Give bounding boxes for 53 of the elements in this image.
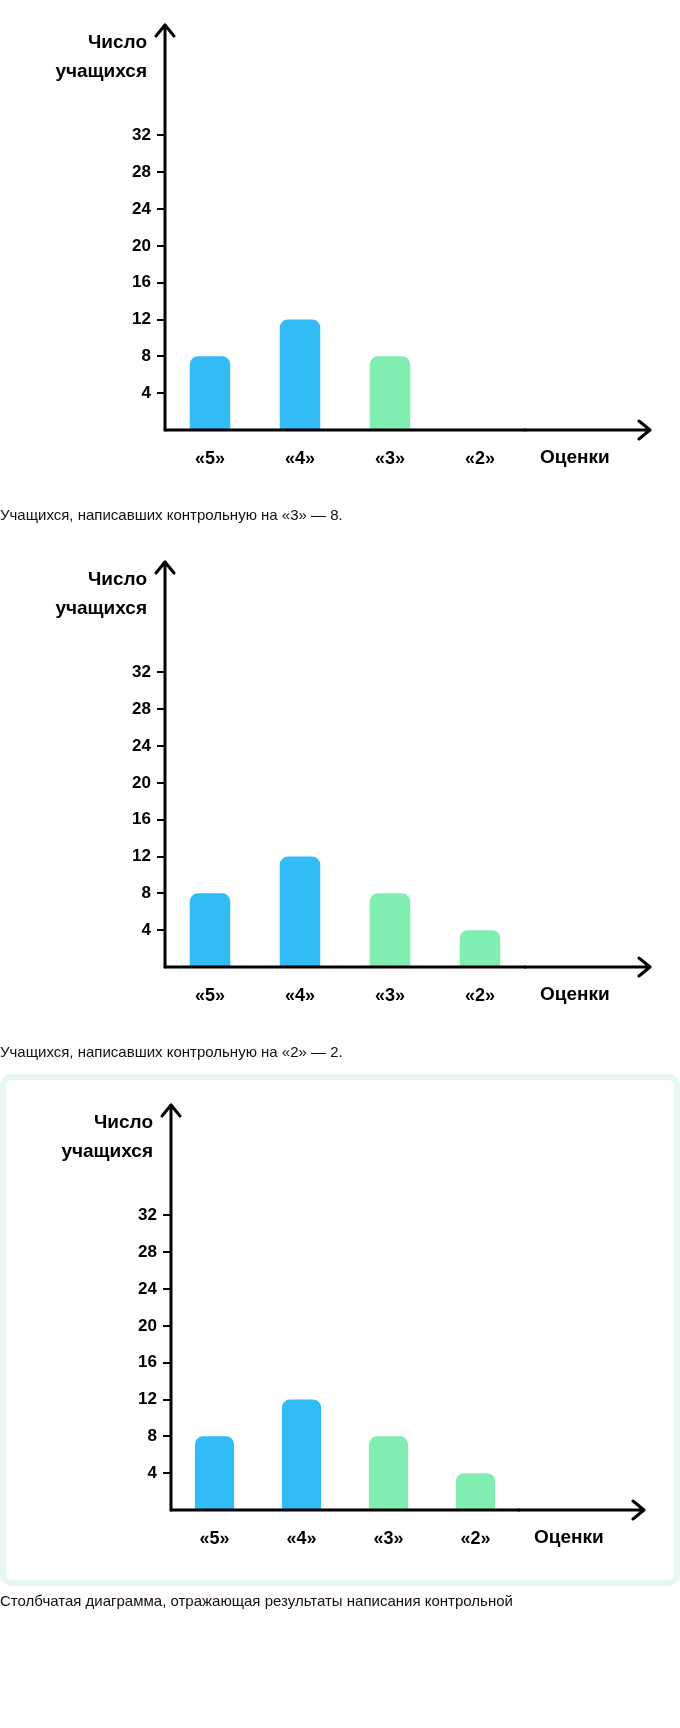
y-tick-label: 16 — [132, 809, 151, 829]
x-tick-label: «4» — [284, 984, 316, 1005]
y-tick-label: 32 — [132, 662, 151, 682]
x-tick-label: «3» — [373, 1527, 404, 1548]
y-tick-label: 28 — [132, 161, 151, 181]
bar — [279, 856, 321, 967]
y-tick-label: 32 — [132, 125, 151, 145]
y-tick-label: 16 — [132, 272, 151, 292]
x-tick-label: «5» — [194, 984, 226, 1005]
bar — [459, 930, 501, 967]
y-tick-label: 20 — [138, 1315, 157, 1335]
y-tick-label: 4 — [147, 1462, 158, 1482]
x-axis-title: Оценки — [534, 1526, 604, 1548]
y-tick-label: 20 — [132, 772, 151, 792]
x-tick-label: «2» — [464, 447, 496, 468]
y-tick-label: 28 — [138, 1241, 157, 1261]
x-tick-label: «2» — [464, 984, 496, 1005]
y-tick-label: 24 — [132, 198, 152, 218]
y-tick-label: 24 — [138, 1278, 158, 1298]
y-tick-label: 4 — [141, 382, 152, 402]
x-tick-label: «3» — [374, 447, 406, 468]
bar — [368, 1436, 409, 1510]
bar — [369, 893, 411, 967]
x-tick-label: «4» — [286, 1527, 317, 1548]
bar — [281, 1399, 322, 1510]
text: Учащихся, написавших контрольную на «3» — 8. — [0, 506, 344, 523]
x-axis-title: Оценки — [540, 983, 610, 1005]
x-tick-label: «2» — [460, 1527, 491, 1548]
bar — [189, 893, 231, 967]
y-tick-label: 32 — [138, 1205, 157, 1225]
y-tick-label: 16 — [138, 1352, 157, 1372]
y-tick-label: 12 — [132, 846, 151, 866]
bar — [455, 1473, 496, 1510]
x-tick-label: «5» — [194, 447, 226, 468]
y-tick-label: 12 — [132, 309, 151, 329]
y-tick-label: 4 — [141, 919, 152, 939]
x-axis-title: Оценки — [540, 446, 610, 468]
bar — [194, 1436, 235, 1510]
y-tick-label: 24 — [132, 735, 152, 755]
x-tick-label: «3» — [374, 984, 406, 1005]
y-axis-title: Число учащихся — [55, 568, 147, 619]
y-axis-title: Число учащихся — [61, 1111, 153, 1162]
text: Столбчатая диаграмма, отражающая результаты написания контрольной — [0, 1592, 514, 1609]
y-tick-label: 12 — [138, 1389, 157, 1409]
x-tick-label: «5» — [199, 1527, 230, 1548]
y-axis-title: Число учащихся — [55, 31, 147, 82]
y-tick-label: 28 — [132, 698, 151, 718]
y-tick-label: 8 — [141, 883, 151, 903]
y-tick-label: 8 — [141, 346, 151, 366]
x-tick-label: «4» — [284, 447, 316, 468]
text: Учащихся, написавших контрольную на «2» — 2. — [0, 1043, 344, 1060]
y-tick-label: 8 — [147, 1426, 157, 1446]
y-tick-label: 20 — [132, 235, 151, 255]
